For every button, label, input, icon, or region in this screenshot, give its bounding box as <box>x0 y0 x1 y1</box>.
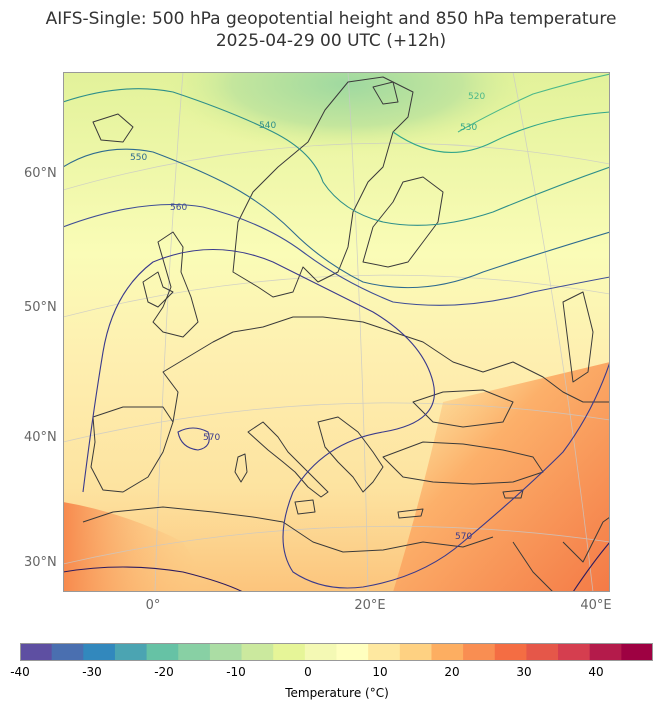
map-panel: 520 530 540 550 560 570 570 <box>63 72 610 592</box>
colorbar-swatch <box>83 643 116 661</box>
map-title: AIFS-Single: 500 hPa geopotential height… <box>45 9 617 29</box>
colorbar-tick-label: -20 <box>154 665 174 679</box>
colorbar-swatch <box>114 643 148 661</box>
colorbar-tick-label: 0 <box>304 665 312 679</box>
colorbar-border <box>20 643 653 661</box>
colorbar-swatch <box>178 643 211 661</box>
colorbar-swatch <box>494 643 527 661</box>
colorbar-swatch <box>589 643 622 661</box>
colorbar-swatch <box>526 643 559 661</box>
warm-southwest <box>63 502 213 592</box>
colorbar-swatch <box>304 643 337 661</box>
colorbar-tick-label: 30 <box>516 665 532 679</box>
colorbar-swatch <box>20 643 53 661</box>
colorbar-tick-label: -30 <box>82 665 102 679</box>
contour-label-570-a: 570 <box>203 433 220 443</box>
cold-anomaly <box>63 72 610 272</box>
lat-label-30n: 30°N <box>24 555 57 570</box>
height-contours <box>63 73 610 592</box>
colorbar-tick-label: 20 <box>444 665 460 679</box>
colorbar-swatch <box>368 643 401 661</box>
colorbar-swatch <box>463 643 496 661</box>
colorbar-tick-label: -40 <box>10 665 30 679</box>
colorbar-swatch <box>51 643 84 661</box>
contour-label-540: 540 <box>259 121 276 131</box>
colorbar-swatch <box>336 643 369 661</box>
map-subtitle: 2025-04-29 00 UTC (+12h) <box>215 31 447 51</box>
colorbar-tick-label: 40 <box>588 665 604 679</box>
lon-label-40e: 40°E <box>580 598 612 613</box>
graticule <box>63 72 610 592</box>
lat-label-60n: 60°N <box>24 166 57 181</box>
lon-label-20e: 20°E <box>354 598 386 613</box>
colorbar-tick-label: 10 <box>372 665 388 679</box>
map-frame <box>63 72 610 592</box>
coastlines <box>82 76 610 592</box>
contour-labels: 520 530 540 550 560 570 570 <box>130 92 485 542</box>
colorbar-swatch <box>399 643 432 661</box>
colorbar-swatch <box>146 643 179 661</box>
colorbar-swatch <box>273 643 306 661</box>
colorbar-tick-label: -10 <box>226 665 246 679</box>
colorbar-swatch <box>621 643 653 661</box>
contour-label-570-b: 570 <box>455 532 472 542</box>
colorbar <box>20 643 653 661</box>
contour-label-560: 560 <box>170 203 187 213</box>
colorbar-swatch <box>241 643 274 661</box>
lat-label-50n: 50°N <box>24 300 57 315</box>
contour-label-530: 530 <box>460 123 477 133</box>
contour-label-520: 520 <box>468 92 485 102</box>
colorbar-label: Temperature (°C) <box>285 686 389 700</box>
colorbar-swatch <box>558 643 591 661</box>
lon-label-0: 0° <box>145 598 161 613</box>
contour-label-550: 550 <box>130 153 147 163</box>
colorbar-swatch <box>431 643 464 661</box>
lat-label-40n: 40°N <box>24 430 57 445</box>
warm-southeast <box>393 362 610 592</box>
colorbar-swatch <box>209 643 243 661</box>
